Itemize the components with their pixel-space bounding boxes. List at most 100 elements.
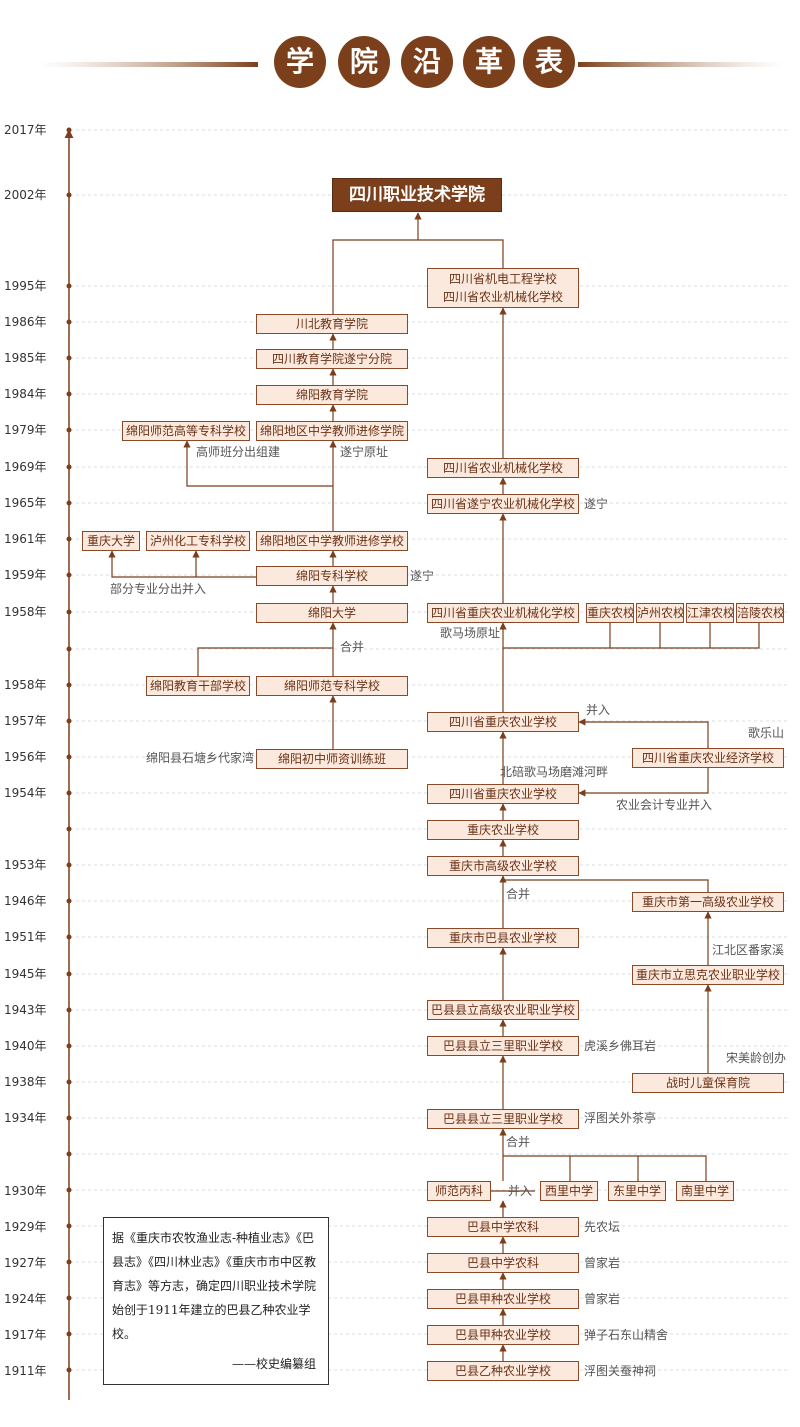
org-box: 师范丙科 <box>427 1181 491 1201</box>
org-box: 巴县甲种农业学校 <box>427 1289 579 1309</box>
org-box: 重庆市高级农业学校 <box>427 856 579 876</box>
year-label: 1961年 <box>4 532 47 546</box>
year-label: 1930年 <box>4 1184 47 1198</box>
timeline-tick <box>66 1187 72 1193</box>
timeline-tick <box>66 1151 72 1157</box>
org-box: 绵阳教育干部学校 <box>146 676 250 696</box>
year-label: 1958年 <box>4 605 47 619</box>
note: 浮图关外茶亭 <box>584 1111 657 1125</box>
timeline-tick <box>66 500 72 506</box>
timeline-tick <box>66 934 72 940</box>
year-label: 1995年 <box>4 279 47 293</box>
chart-title: 学 院 沿 革 表 <box>0 36 800 96</box>
connector-arrow <box>108 550 256 578</box>
title-char: 学 <box>274 36 326 88</box>
timeline-tick <box>66 127 72 133</box>
timeline-tick <box>66 971 72 977</box>
org-box: 四川省重庆农业学校 <box>427 712 579 732</box>
note: 北碚歌马场磨滩河畔 <box>500 765 609 779</box>
timeline-tick <box>66 1367 72 1373</box>
timeline-tick <box>66 826 72 832</box>
timeline-tick <box>66 790 72 796</box>
org-box: 巴县乙种农业学校 <box>427 1361 579 1381</box>
connector-line <box>609 623 760 649</box>
timeline-tick <box>66 646 72 652</box>
org-box: 重庆市巴县农业学校 <box>427 928 579 948</box>
note: 合并 <box>506 1135 531 1149</box>
year-label: 1924年 <box>4 1292 47 1306</box>
note: 曾家岩 <box>584 1292 621 1306</box>
timeline-tick <box>66 862 72 868</box>
org-box: 泸州化工专科学校 <box>146 531 250 551</box>
citation-box: 据《重庆市农牧渔业志-种植业志》《巴县志》《四川林业志》《重庆市市中区教育志》等… <box>103 1217 329 1385</box>
timeline-tick <box>66 1295 72 1301</box>
org-box: 巴县中学农科 <box>427 1217 579 1237</box>
org-box: 四川省农业机械化学校 <box>427 458 579 478</box>
connector-arrow <box>183 440 333 487</box>
timeline-tick <box>66 718 72 724</box>
title-char: 革 <box>463 36 515 88</box>
citation-signature: ——校史编纂组 <box>231 1357 316 1371</box>
timeline-tick <box>66 319 72 325</box>
connector-arrow <box>578 718 709 748</box>
year-label: 1969年 <box>4 460 47 474</box>
org-box: 绵阳师范专科学校 <box>256 676 408 696</box>
year-label: 1954年 <box>4 786 47 800</box>
year-label: 1945年 <box>4 967 47 981</box>
timeline-tick <box>66 572 72 578</box>
year-label: 2002年 <box>4 188 47 202</box>
org-box: 巴县县立三里职业学校 <box>427 1036 579 1056</box>
timeline-tick <box>66 355 72 361</box>
org-box: 绵阳大学 <box>256 603 408 623</box>
note: 浮图关蚕神祠 <box>584 1364 657 1378</box>
timeline-tick <box>66 427 72 433</box>
org-box: 绵阳初中师资训练班 <box>256 749 408 769</box>
timeline-tick <box>66 283 72 289</box>
org-box: 巴县中学农科 <box>427 1253 579 1273</box>
year-label: 1934年 <box>4 1111 47 1125</box>
note: 并入 <box>586 703 611 717</box>
org-box: 巴县甲种农业学校 <box>427 1325 579 1345</box>
year-label: 1927年 <box>4 1256 47 1270</box>
year-label: 1979年 <box>4 423 47 437</box>
org-box: 重庆市立思克农业职业学校 <box>632 965 784 985</box>
note: 遂宁 <box>410 569 435 583</box>
org-box: 四川省重庆农业机械化学校 <box>427 603 579 623</box>
connector-arrow <box>578 768 709 797</box>
org-box: 四川省遂宁农业机械化学校 <box>427 494 579 514</box>
timeline-tick <box>66 609 72 615</box>
org-box: 绵阳教育学院 <box>256 385 408 405</box>
year-label: 1958年 <box>4 678 47 692</box>
year-label: 1965年 <box>4 496 47 510</box>
org-box: 重庆大学 <box>82 531 140 551</box>
year-label: 1953年 <box>4 858 47 872</box>
org-box: 四川省重庆农业学校 <box>427 784 579 804</box>
year-label: 1943年 <box>4 1003 47 1017</box>
timeline-tick <box>66 464 72 470</box>
org-box: 四川省重庆农业经济学校 <box>632 748 784 768</box>
timeline-tick <box>66 1007 72 1013</box>
org-box: 江津农校 <box>686 603 734 623</box>
org-box: 绵阳地区中学教师进修学校 <box>256 531 408 551</box>
org-box: 重庆市第一高级农业学校 <box>632 892 784 912</box>
timeline-tick <box>66 1043 72 1049</box>
year-label: 1929年 <box>4 1220 47 1234</box>
year-label: 1957年 <box>4 714 47 728</box>
title-char: 表 <box>523 36 575 88</box>
timeline-tick <box>66 682 72 688</box>
note: 并入 <box>508 1184 533 1198</box>
year-label: 1911年 <box>4 1364 47 1378</box>
timeline-tick <box>66 1331 72 1337</box>
timeline-tick <box>66 192 72 198</box>
year-label: 1985年 <box>4 351 47 365</box>
connector-line <box>197 647 333 676</box>
org-box: 四川教育学院遂宁分院 <box>256 349 408 369</box>
org-box: 川北教育学院 <box>256 314 408 334</box>
note: 高师班分出组建 <box>196 445 281 459</box>
year-label: 1946年 <box>4 894 47 908</box>
timeline-tick <box>66 536 72 542</box>
org-box: 巴县县立三里职业学校 <box>427 1109 579 1129</box>
note: 歌马场原址 <box>440 626 501 640</box>
note: 先农坛 <box>584 1220 621 1234</box>
